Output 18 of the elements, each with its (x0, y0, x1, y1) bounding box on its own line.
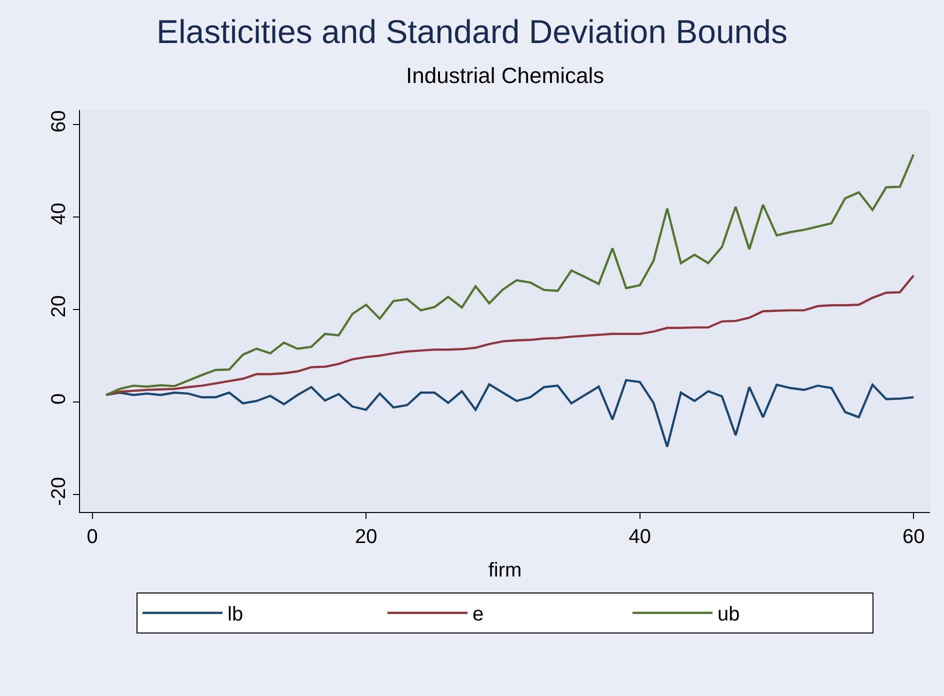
x-axis-title: firm (488, 560, 522, 582)
chart-title: Elasticities and Standard Deviation Bounds (156, 12, 788, 50)
x-tick-label: 40 (628, 526, 651, 548)
chart-subtitle: Industrial Chemicals (406, 63, 604, 88)
legend-label: ub (718, 604, 740, 626)
line-series (104, 153, 915, 396)
y-tick-label: 60 (48, 110, 70, 132)
x-tick-label: 60 (902, 526, 925, 548)
line-series (104, 274, 915, 396)
x-tick-label: 0 (86, 526, 98, 548)
legend-label: lb (228, 604, 244, 626)
line-series (104, 379, 915, 448)
legend-label: e (472, 604, 484, 626)
y-tick-label: -20 (48, 476, 70, 506)
y-tick-label: 20 (48, 295, 70, 318)
x-tick-label: 20 (354, 526, 378, 548)
y-tick-label: 0 (48, 393, 70, 404)
y-tick-label: 40 (48, 202, 70, 225)
